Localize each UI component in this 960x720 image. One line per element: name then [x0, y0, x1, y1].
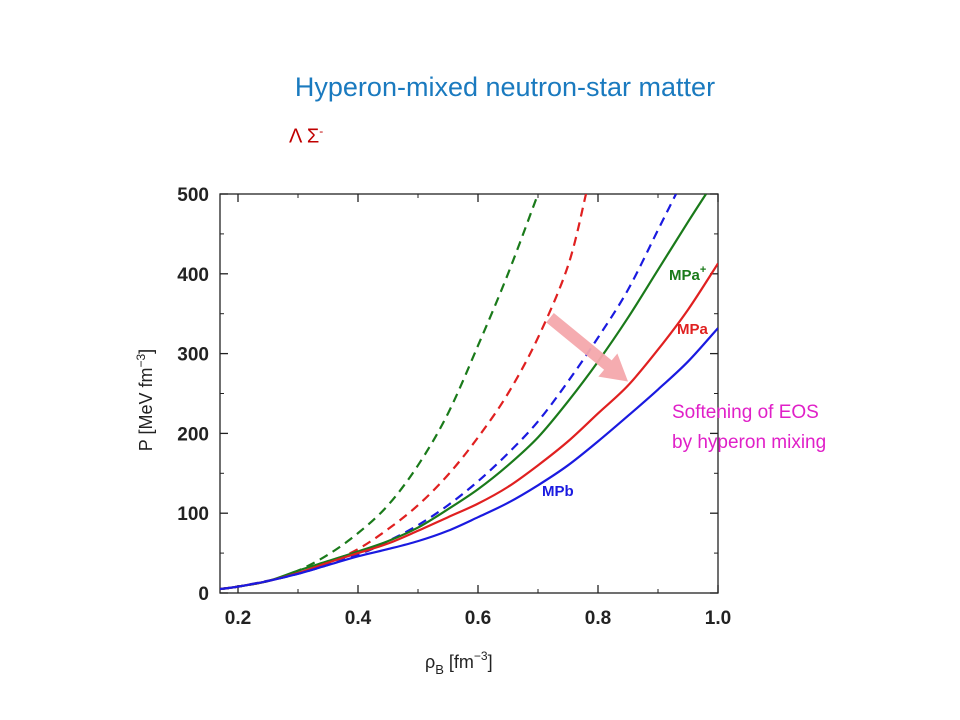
series-line-mpa [220, 262, 718, 591]
series-line-dashed-0 [220, 194, 540, 591]
y-tick-label: 500 [177, 185, 209, 206]
annotation-line-2: by hyperon mixing [672, 432, 827, 453]
slide-title: Hyperon-mixed neutron-star matter [294, 72, 716, 102]
series-line-dashed-1 [220, 194, 588, 591]
y-tick-label: 300 [177, 345, 209, 366]
x-tick-label: 0.6 [465, 608, 491, 629]
series-line-dashed-2 [220, 194, 677, 591]
softening-annotation: Softening of EOS by hyperon mixing [672, 398, 826, 458]
annotation-line-1: Softening of EOS [672, 402, 819, 423]
y-tick-label: 0 [198, 584, 209, 605]
y-axis-title: P [MeV fm−3] [134, 349, 156, 451]
y-tick-label: 100 [177, 504, 209, 525]
x-tick-label: 0.4 [345, 608, 372, 629]
curve-label-mpa: MPa [677, 321, 709, 338]
curve-labels: MPa+ MPa MPb [542, 264, 709, 500]
hyperon-species-label: Λ Σ- [289, 124, 323, 149]
x-tick-label: 0.8 [585, 608, 611, 629]
y-tick-label: 400 [177, 265, 209, 286]
svg-text:P [MeV fm−3]: P [MeV fm−3] [134, 349, 156, 451]
series-line-mpa-plus [220, 194, 707, 591]
x-tick-label: 1.0 [705, 608, 731, 629]
x-axis-title: ρB [fm−3] [425, 649, 493, 677]
plot-border [219, 193, 719, 594]
hyperon-charge-superscript: - [319, 124, 324, 138]
hyperon-species-text: Λ Σ [289, 125, 320, 148]
y-tick-label: 200 [177, 424, 209, 445]
softening-arrow [546, 313, 628, 382]
svg-text:ρB [fm−3]: ρB [fm−3] [425, 649, 493, 677]
x-tick-label: 0.2 [225, 608, 251, 629]
curve-label-mpa-plus: MPa+ [669, 264, 706, 284]
series-line-mpb [220, 327, 718, 591]
softening-arrow-shape [546, 313, 628, 382]
series-layer [220, 194, 718, 591]
curve-label-mpb: MPb [542, 483, 574, 500]
plot-frame [219, 193, 719, 594]
axis-ticks: 0.2 0.4 0.6 0.8 1.0 0 100 200 300 400 500 [177, 185, 731, 629]
